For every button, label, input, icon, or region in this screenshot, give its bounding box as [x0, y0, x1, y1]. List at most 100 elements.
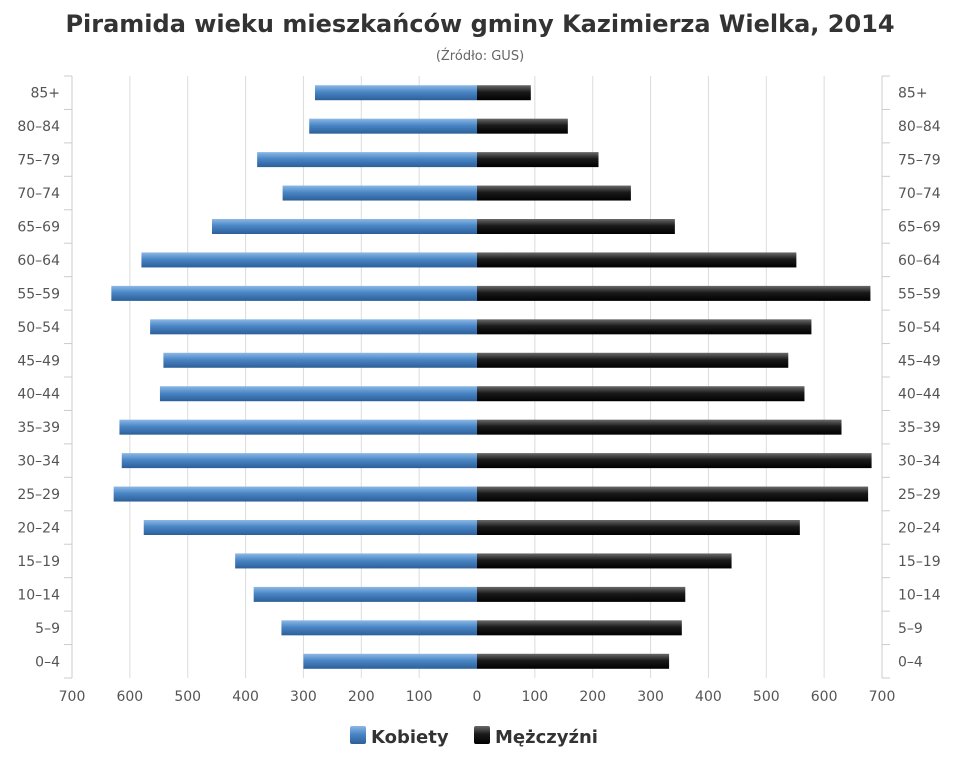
bar-male[interactable]	[477, 486, 869, 502]
gridlines	[129, 76, 825, 678]
category-label-left: 40–44	[17, 387, 60, 403]
legend: Kobiety Mężczyźni	[350, 726, 598, 748]
x-tick-label: 600	[116, 689, 143, 705]
bar-female[interactable]	[309, 118, 477, 134]
category-label-left: 50–54	[17, 320, 60, 336]
category-label-left: 55–59	[17, 286, 60, 302]
bar-male[interactable]	[477, 520, 800, 535]
bar-male[interactable]	[477, 620, 682, 636]
bar-male[interactable]	[477, 586, 686, 602]
category-label-right: 20–24	[898, 521, 941, 537]
bar-female[interactable]	[159, 386, 477, 402]
bar-female[interactable]	[257, 152, 477, 168]
x-tick-label: 400	[695, 689, 722, 705]
bar-male[interactable]	[477, 252, 797, 268]
chart-title: Piramida wieku mieszkańców gminy Kazimie…	[65, 10, 894, 38]
bar-male[interactable]	[477, 453, 872, 469]
bar-male[interactable]	[477, 553, 732, 569]
category-label-right: 65–69	[898, 220, 941, 236]
bar-female[interactable]	[315, 85, 477, 101]
bar-male[interactable]	[477, 419, 842, 435]
category-label-left: 10–14	[17, 587, 60, 603]
category-label-right: 70–74	[898, 186, 941, 202]
legend-label-female: Kobiety	[371, 727, 449, 748]
category-label-right: 40–44	[898, 387, 941, 403]
x-tick-label: 200	[579, 689, 606, 705]
category-label-right: 5–9	[898, 621, 923, 637]
bars	[111, 85, 872, 669]
x-tick-label: 700	[59, 689, 86, 705]
category-label-right: 30–34	[898, 454, 941, 470]
legend-swatch-female	[350, 726, 366, 744]
bar-female[interactable]	[303, 653, 477, 669]
x-tick-label: 500	[753, 689, 780, 705]
legend-item-female[interactable]: Kobiety	[350, 726, 449, 748]
x-tick-label: 200	[348, 689, 375, 705]
bar-female[interactable]	[163, 352, 477, 368]
bar-female[interactable]	[212, 219, 477, 234]
category-label-right: 85+	[898, 86, 928, 102]
bar-male[interactable]	[477, 185, 631, 201]
category-label-left: 80–84	[17, 119, 60, 135]
category-label-right: 0–4	[898, 654, 923, 670]
category-label-left: 25–29	[17, 487, 60, 503]
category-label-left: 65–69	[17, 220, 60, 236]
category-label-left: 0–4	[35, 654, 60, 670]
category-label-right: 45–49	[898, 353, 941, 369]
legend-label-male: Mężczyźni	[495, 727, 598, 748]
bar-female[interactable]	[141, 252, 477, 268]
category-label-right: 60–64	[898, 253, 941, 269]
category-label-left: 60–64	[17, 253, 60, 269]
x-tick-label: 400	[232, 689, 259, 705]
bar-female[interactable]	[282, 185, 477, 201]
bar-male[interactable]	[477, 152, 599, 168]
x-tick-label: 300	[637, 689, 664, 705]
x-tick-label: 0	[473, 689, 482, 705]
x-tick-label: 100	[406, 689, 433, 705]
bar-male[interactable]	[477, 219, 675, 234]
x-tick-label: 300	[290, 689, 317, 705]
bar-female[interactable]	[235, 553, 477, 569]
bar-male[interactable]	[477, 118, 568, 134]
bar-female[interactable]	[119, 419, 477, 435]
bar-female[interactable]	[113, 486, 478, 502]
category-label-right: 75–79	[898, 153, 941, 169]
x-tick-label: 700	[869, 689, 896, 705]
category-label-left: 30–34	[17, 454, 60, 470]
category-label-right: 50–54	[898, 320, 941, 336]
bar-female[interactable]	[150, 319, 477, 335]
bar-female[interactable]	[111, 285, 477, 301]
bar-female[interactable]	[121, 453, 477, 469]
category-label-right: 55–59	[898, 286, 941, 302]
bar-male[interactable]	[477, 386, 805, 402]
category-label-right: 10–14	[898, 587, 941, 603]
x-tick-label: 600	[811, 689, 838, 705]
legend-item-male[interactable]: Mężczyźni	[474, 726, 598, 748]
category-label-right: 15–19	[898, 554, 941, 570]
bar-female[interactable]	[143, 520, 477, 535]
category-label-left: 15–19	[17, 554, 60, 570]
category-label-left: 45–49	[17, 353, 60, 369]
category-label-left: 5–9	[35, 621, 60, 637]
category-label-left: 70–74	[17, 186, 60, 202]
bar-female[interactable]	[281, 620, 477, 636]
category-label-right: 80–84	[898, 119, 941, 135]
x-tick-label: 500	[174, 689, 201, 705]
x-tick-label: 100	[521, 689, 548, 705]
legend-swatch-male	[474, 726, 490, 744]
category-label-left: 75–79	[17, 153, 60, 169]
category-label-left: 85+	[30, 86, 60, 102]
bar-male[interactable]	[477, 653, 670, 669]
bar-male[interactable]	[477, 319, 812, 335]
tick-labels: 700 600 500 400 300 200 100 0 100 200 300 400 500 600…	[17, 86, 940, 705]
bar-male[interactable]	[477, 285, 871, 301]
bar-male[interactable]	[477, 352, 789, 368]
category-label-right: 35–39	[898, 420, 941, 436]
bar-female[interactable]	[253, 586, 477, 602]
category-label-left: 35–39	[17, 420, 60, 436]
category-label-right: 25–29	[898, 487, 941, 503]
chart-subtitle: (Źródło: GUS)	[436, 48, 524, 64]
category-label-left: 20–24	[17, 521, 60, 537]
bar-male[interactable]	[477, 85, 531, 101]
